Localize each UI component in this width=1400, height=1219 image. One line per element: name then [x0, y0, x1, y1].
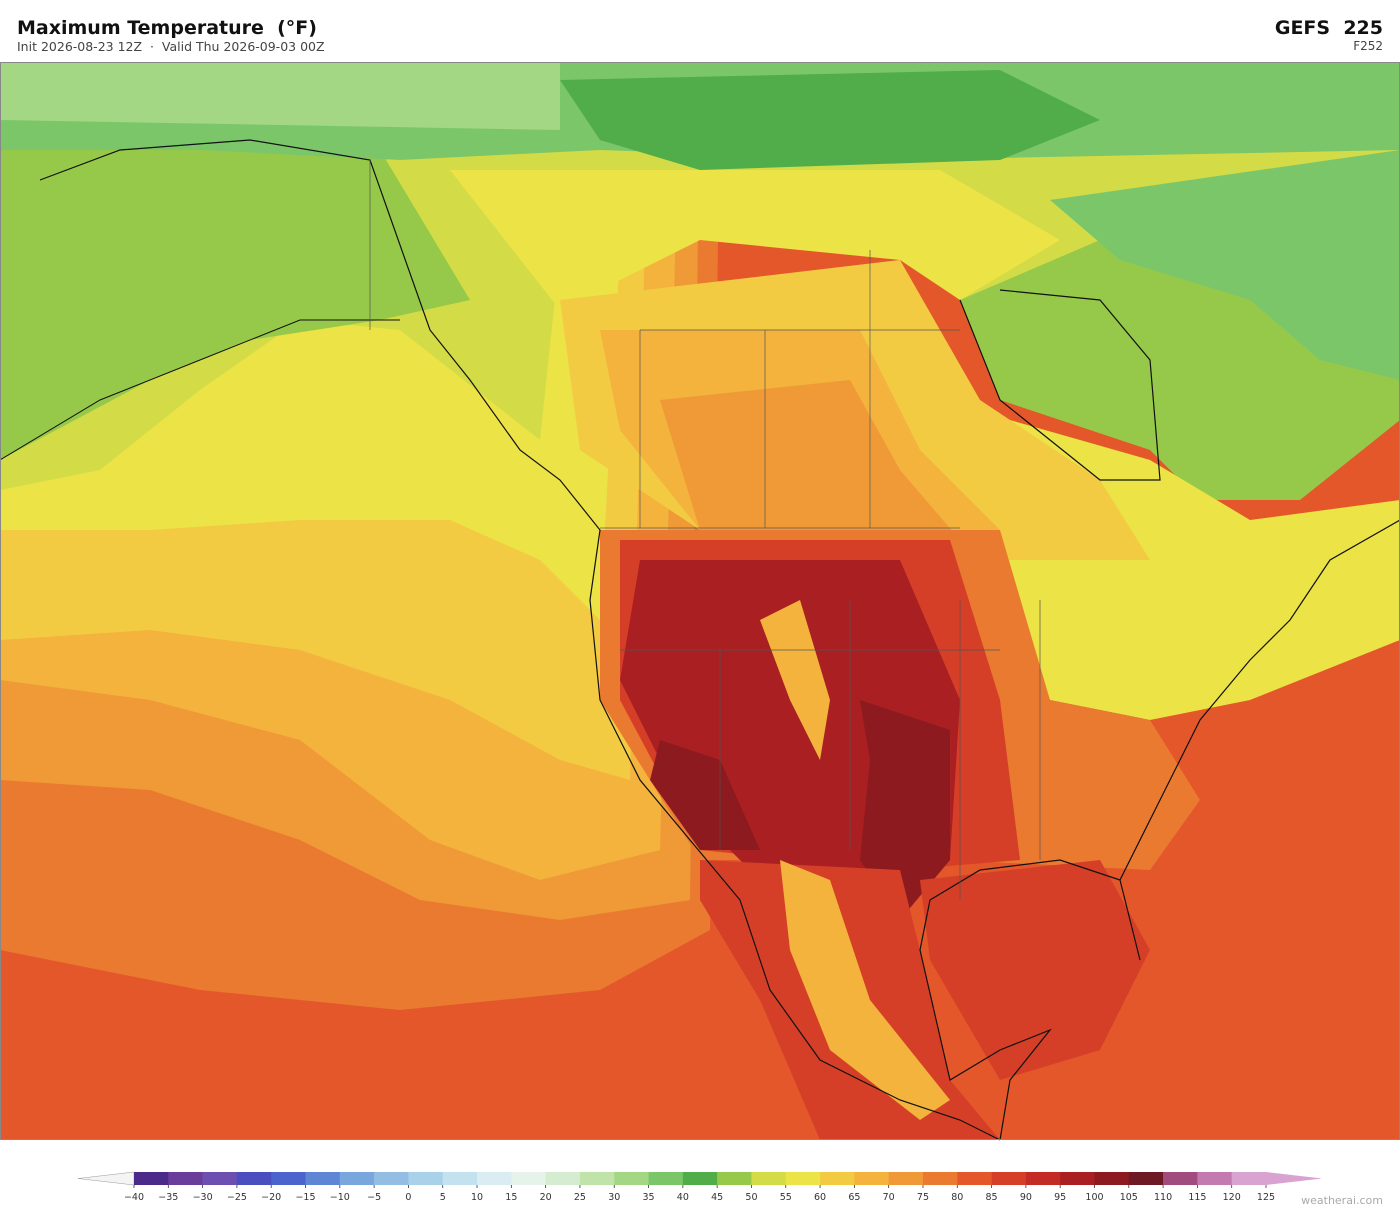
- colorbar-segment: [785, 1172, 821, 1185]
- colorbar-segment: [339, 1172, 375, 1185]
- colorbar-segment: [682, 1172, 718, 1185]
- colorbar-tick-label: 35: [642, 1192, 654, 1203]
- colorbar-tick-label: −20: [261, 1192, 281, 1203]
- colorbar-tick-label: −15: [295, 1192, 315, 1203]
- colorbar-segment: [271, 1172, 306, 1185]
- colorbar-tick-label: −10: [330, 1192, 350, 1203]
- colorbar-over: [1266, 1172, 1322, 1185]
- colorbar-segment: [374, 1172, 409, 1185]
- colorbar-tick-label: 40: [677, 1192, 689, 1203]
- colorbar-segment: [1197, 1172, 1232, 1185]
- colorbar-segment: [134, 1172, 169, 1185]
- colorbar-tick-label: 55: [780, 1192, 792, 1203]
- colorbar-segment: [922, 1172, 958, 1185]
- colorbar-tick-label: 105: [1120, 1192, 1138, 1203]
- forecast-hour: F252: [1353, 39, 1383, 53]
- colorbar-segment: [717, 1172, 752, 1185]
- colorbar-tick-label: 65: [848, 1192, 860, 1203]
- colorbar-tick-label: −25: [227, 1192, 247, 1203]
- colorbar-segment: [957, 1172, 992, 1185]
- colorbar-tick-label: −35: [158, 1192, 178, 1203]
- colorbar-segment: [854, 1172, 889, 1185]
- colorbar-tick-label: −40: [124, 1192, 144, 1203]
- colorbar-segment: [1060, 1172, 1095, 1185]
- colorbar-segment: [1094, 1172, 1130, 1185]
- colorbar-tick-label: 125: [1257, 1192, 1275, 1203]
- colorbar-segment: [1231, 1172, 1267, 1185]
- colorbar-segment: [305, 1172, 341, 1185]
- colorbar-segment: [888, 1172, 924, 1185]
- colorbar-segment: [751, 1172, 787, 1185]
- colorbar-segment: [442, 1172, 478, 1185]
- colorbar-tick-label: 80: [951, 1192, 963, 1203]
- colorbar-tick-label: 90: [1020, 1192, 1032, 1203]
- map: [0, 62, 1400, 1141]
- colorbar-tick-label: 45: [711, 1192, 723, 1203]
- model-name: GEFS 225: [1275, 17, 1383, 39]
- colorbar-segment: [236, 1172, 272, 1185]
- colorbar-tick-label: 50: [745, 1192, 757, 1203]
- colorbar-segment: [511, 1172, 546, 1185]
- colorbar-tick-label: 5: [440, 1192, 446, 1203]
- colorbar: −40 −35 −30 −25 −20 −15 −10 −5 0 5 10 15 20 25 30 35 40 4…: [77, 1171, 1322, 1203]
- colorbar-tick-label: 25: [574, 1192, 586, 1203]
- colorbar-segment: [408, 1172, 444, 1185]
- colorbar-tick-label: 15: [505, 1192, 517, 1203]
- colorbar-tick-label: 30: [608, 1192, 620, 1203]
- colorbar-segment: [820, 1172, 855, 1185]
- colorbar-tick-label: 10: [471, 1192, 483, 1203]
- colorbar-tick-label: 85: [986, 1192, 998, 1203]
- colorbar-segment: [579, 1172, 615, 1185]
- colorbar-segment: [545, 1172, 581, 1185]
- colorbar-tick-label: 95: [1054, 1192, 1066, 1203]
- colorbar-segment: [202, 1172, 238, 1185]
- colorbar-tick-label: 0: [405, 1192, 411, 1203]
- colorbar-segment: [477, 1172, 512, 1185]
- colorbar-tick-label: 110: [1154, 1192, 1172, 1203]
- colorbar-segment: [1128, 1172, 1164, 1185]
- colorbar-under: [77, 1171, 135, 1186]
- title: Maximum Temperature (°F): [17, 17, 317, 39]
- colorbar-tick-label: 60: [814, 1192, 826, 1203]
- colorbar-segment: [648, 1172, 684, 1185]
- colorbar-segment: [168, 1172, 203, 1185]
- subtitle: Init 2026-08-23 12Z · Valid Thu 2026-09-…: [17, 39, 325, 54]
- colorbar-tick-label: −30: [193, 1192, 213, 1203]
- colorbar-tick-label: 20: [540, 1192, 552, 1203]
- credit: weatherai.com: [1301, 1194, 1383, 1207]
- colorbar-segment: [1025, 1172, 1061, 1185]
- colorbar-segment: [614, 1172, 649, 1185]
- colorbar-tick-label: −5: [367, 1192, 381, 1203]
- colorbar-tick-label: 70: [883, 1192, 895, 1203]
- colorbar-tick-label: 75: [917, 1192, 929, 1203]
- colorbar-segment: [991, 1172, 1027, 1185]
- colorbar-tick-label: 120: [1223, 1192, 1241, 1203]
- colorbar-segment: [1163, 1172, 1198, 1185]
- colorbar-tick-label: 115: [1188, 1192, 1206, 1203]
- colorbar-tick-label: 100: [1085, 1192, 1103, 1203]
